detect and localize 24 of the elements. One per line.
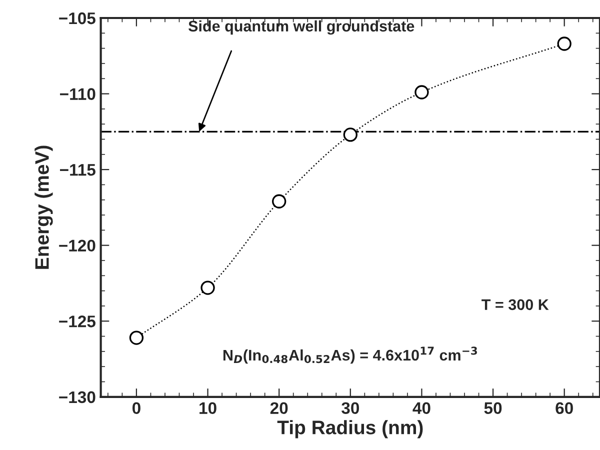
x-tick-label: 30 xyxy=(342,402,359,414)
y-tick-label: −125 xyxy=(59,316,96,328)
point xyxy=(272,194,286,208)
x-tick-label: 20 xyxy=(270,402,288,414)
point xyxy=(557,36,572,51)
x-tick-label: 0 xyxy=(132,402,140,414)
x-tick-label: 40 xyxy=(412,402,430,414)
text: N$_{D}$(In$_{0.48}$Al$_{0.52}$As) = 4.6x10$^{17}$ cm$^{−3}$ xyxy=(223,346,477,364)
x-tick-label: 10 xyxy=(200,402,216,414)
point xyxy=(343,128,358,142)
point xyxy=(414,85,429,100)
y-tick-label: −115 xyxy=(60,164,96,176)
y-axis-title: Energy (meV) xyxy=(34,146,53,269)
y-tick-label: −130 xyxy=(59,391,96,404)
point xyxy=(200,280,215,295)
x-tick-label: 50 xyxy=(484,402,502,414)
y-tick-label: −120 xyxy=(59,240,96,252)
x-tick-label: 60 xyxy=(556,402,573,414)
y-tick-label: −105 xyxy=(59,12,96,24)
x-axis-title: Tip Radius (nm) xyxy=(277,420,423,438)
y-tick-label: −110 xyxy=(60,88,96,100)
ref-line-label: Side quantum well groundstate xyxy=(188,20,414,35)
annotation: T = 300 K xyxy=(482,299,549,310)
point xyxy=(129,330,144,345)
